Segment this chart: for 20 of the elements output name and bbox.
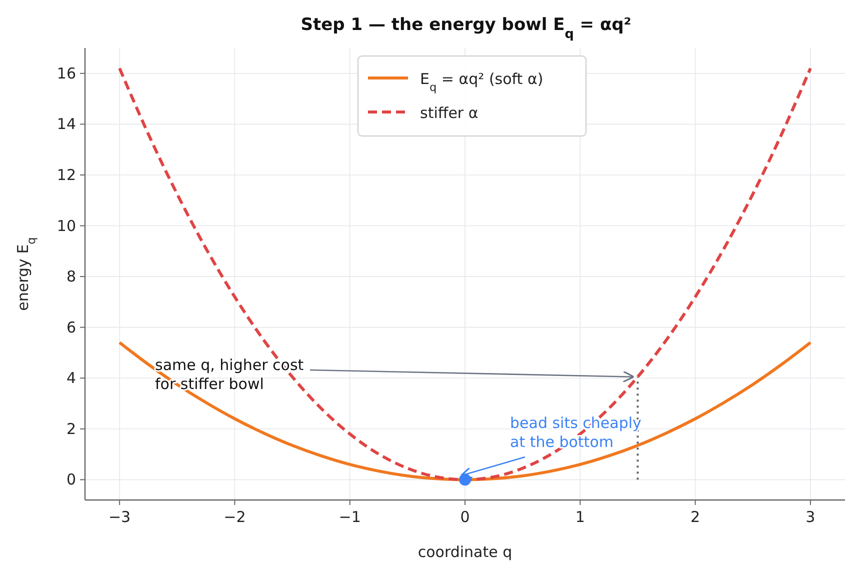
x-tick-label: −3 [108, 508, 131, 526]
y-tick-label: 6 [66, 318, 76, 336]
y-tick-label: 0 [66, 470, 76, 489]
y-tick-label: 4 [66, 369, 76, 388]
y-tick-label: 12 [56, 166, 76, 184]
x-tick-label: 1 [575, 508, 585, 526]
legend-label: stiffer α [420, 104, 478, 122]
x-tick-label: 3 [806, 508, 816, 526]
x-axis-title: coordinate q [418, 543, 512, 561]
x-tick-label: −2 [224, 508, 246, 526]
y-tick-label: 16 [56, 64, 76, 82]
x-tick-label: 2 [690, 508, 700, 526]
y-tick-label: 14 [56, 115, 76, 134]
y-tick-label: 10 [56, 216, 76, 235]
x-tick-label: 0 [460, 508, 470, 526]
x-tick-label: −1 [338, 508, 361, 526]
legend-label: E$_{q}$ = αq² (soft α) [420, 70, 544, 94]
y-tick-label: 8 [66, 268, 76, 286]
chart-title: Step 1 — the energy bowl E$_{q}$ = αq² [300, 15, 632, 42]
y-tick-label: 2 [66, 420, 76, 438]
